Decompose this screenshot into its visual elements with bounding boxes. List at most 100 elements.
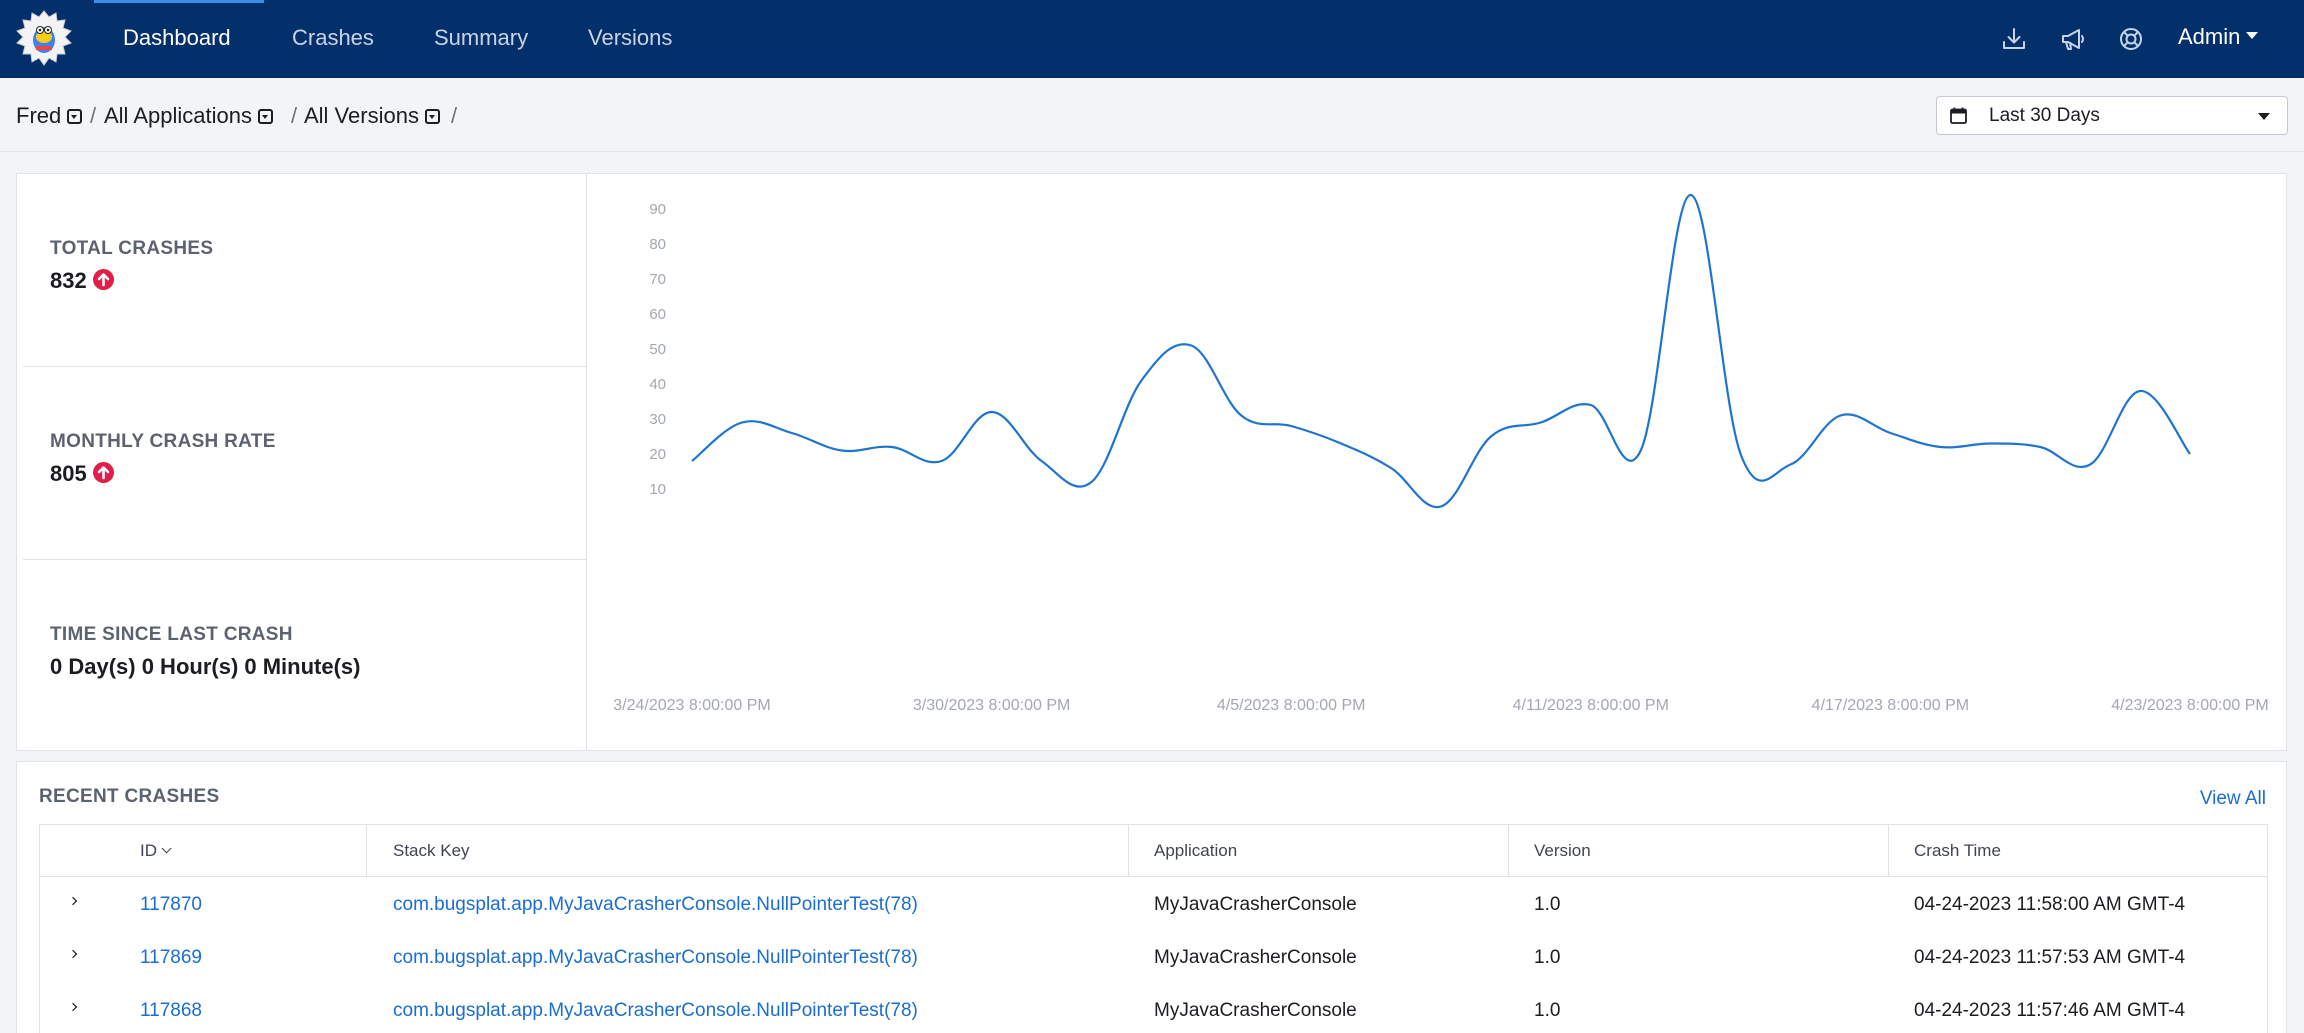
column-header-stack-key[interactable]: Stack Key [393, 841, 470, 860]
stack-key-link[interactable]: com.bugsplat.app.MyJavaCrasherConsole.Nu… [393, 894, 918, 915]
date-range-value: Last 30 Days [1989, 105, 2100, 126]
y-tick-label: 40 [649, 376, 666, 393]
trend-up-icon [92, 461, 114, 483]
calendar-icon [1950, 107, 1967, 124]
breadcrumb-separator: / [451, 103, 458, 128]
data-point[interactable] [1735, 448, 1747, 460]
y-tick-label: 80 [649, 236, 666, 253]
sort-descending-icon [161, 843, 172, 854]
data-point[interactable] [1135, 375, 1147, 387]
data-point[interactable] [986, 406, 998, 418]
data-point[interactable] [1984, 438, 1996, 450]
active-tab-indicator [94, 0, 264, 3]
application-cell: MyJavaCrasherConsole [1154, 947, 1357, 968]
dropdown-icon[interactable] [257, 109, 273, 124]
column-divider [1128, 825, 1129, 877]
data-point[interactable] [1834, 410, 1846, 422]
dropdown-icon[interactable] [67, 109, 83, 124]
data-point[interactable] [1235, 410, 1247, 422]
application-cell: MyJavaCrasherConsole [1154, 1000, 1357, 1021]
breadcrumb-database[interactable]: Fred [16, 103, 83, 129]
stat-value: 805 [50, 461, 114, 487]
breadcrumb-separator: / [291, 103, 298, 128]
column-header-crash-time[interactable]: Crash Time [1914, 841, 2001, 860]
stats-column: TOTAL CRASHES 832 MONTHLY CRASH RATE 805… [17, 174, 587, 750]
data-point[interactable] [1385, 462, 1397, 474]
data-point[interactable] [2184, 448, 2196, 460]
y-tick-label: 30 [649, 411, 666, 428]
x-tick-label: 4/11/2023 8:00:00 PM [1513, 697, 1669, 714]
breadcrumb-separator: / [90, 103, 97, 128]
date-range-select[interactable]: Last 30 Days [1936, 96, 2288, 135]
expand-row-icon[interactable] [68, 896, 78, 906]
data-point[interactable] [1335, 438, 1347, 450]
megaphone-icon[interactable] [2058, 24, 2088, 54]
y-tick-label: 90 [649, 201, 666, 218]
column-header-application[interactable]: Application [1154, 841, 1238, 860]
data-point[interactable] [1185, 340, 1197, 352]
stack-key-link[interactable]: com.bugsplat.app.MyJavaCrasherConsole.Nu… [393, 947, 918, 968]
stat-monthly-crash-rate: MONTHLY CRASH RATE 805 [23, 367, 587, 560]
data-point[interactable] [936, 455, 948, 467]
stat-time-since-last-crash: TIME SINCE LAST CRASH 0 Day(s) 0 Hour(s)… [23, 560, 587, 750]
nav-versions[interactable]: Versions [588, 25, 673, 50]
data-point[interactable] [736, 417, 748, 429]
x-tick-label: 4/5/2023 8:00:00 PM [1217, 697, 1366, 714]
nav-dashboard[interactable]: Dashboard [123, 25, 231, 50]
data-point[interactable] [1535, 417, 1547, 429]
crash-id-link[interactable]: 117868 [140, 1000, 202, 1021]
breadcrumb: Fred / All Applications / All Versions / [0, 79, 2304, 152]
data-point[interactable] [1785, 459, 1797, 471]
user-menu[interactable]: Admin [2178, 0, 2259, 78]
table-row[interactable]: 117869 com.bugsplat.app.MyJavaCrasherCon… [40, 931, 2267, 984]
data-point[interactable] [2084, 459, 2096, 471]
expand-row-icon[interactable] [68, 949, 78, 959]
stat-value: 0 Day(s) 0 Hour(s) 0 Minute(s) [50, 654, 361, 679]
bugsplat-logo[interactable] [14, 9, 74, 69]
y-tick-label: 10 [649, 481, 666, 498]
data-point[interactable] [1884, 427, 1896, 439]
view-all-link[interactable]: View All [2199, 788, 2266, 809]
y-tick-label: 70 [649, 271, 666, 288]
column-header-id[interactable]: ID [140, 825, 172, 877]
recent-crashes-title: RECENT CRASHES [39, 786, 220, 807]
dropdown-icon[interactable] [424, 109, 440, 124]
column-header-version[interactable]: Version [1534, 841, 1591, 860]
expand-row-icon[interactable] [68, 1002, 78, 1012]
nav-crashes[interactable]: Crashes [292, 25, 374, 50]
data-point[interactable] [1285, 420, 1297, 432]
recent-crashes-table: ID Stack Key Application Version Crash T… [39, 824, 2268, 1033]
table-row[interactable]: 117870 com.bugsplat.app.MyJavaCrasherCon… [40, 878, 2267, 931]
data-point[interactable] [1485, 431, 1497, 443]
crash-id-link[interactable]: 117869 [140, 947, 202, 968]
data-point[interactable] [836, 445, 848, 457]
data-point[interactable] [1435, 501, 1447, 513]
breadcrumb-applications[interactable]: All Applications [104, 103, 273, 129]
help-lifebuoy-icon[interactable] [2116, 24, 2146, 54]
trend-up-icon [92, 268, 114, 290]
data-point[interactable] [1934, 441, 1946, 453]
data-point[interactable] [1635, 445, 1647, 457]
data-point[interactable] [886, 441, 898, 453]
x-tick-label: 3/24/2023 8:00:00 PM [613, 697, 770, 714]
table-row[interactable]: 117868 com.bugsplat.app.MyJavaCrasherCon… [40, 984, 2267, 1033]
stat-number: 832 [50, 268, 87, 293]
download-icon[interactable] [1999, 24, 2029, 54]
data-point[interactable] [786, 427, 798, 439]
data-point[interactable] [1585, 399, 1597, 411]
crash-id-link[interactable]: 117870 [140, 894, 202, 915]
y-tick-label: 60 [649, 306, 666, 323]
version-cell: 1.0 [1534, 894, 1561, 915]
nav-summary[interactable]: Summary [434, 25, 529, 50]
data-point[interactable] [1036, 455, 1048, 467]
data-point[interactable] [2134, 385, 2146, 397]
data-point[interactable] [686, 455, 698, 467]
stat-label: TIME SINCE LAST CRASH [50, 624, 293, 645]
data-point[interactable] [1085, 476, 1097, 488]
crash-stats-card: TOTAL CRASHES 832 MONTHLY CRASH RATE 805… [16, 173, 2287, 751]
breadcrumb-versions[interactable]: All Versions [304, 103, 440, 129]
data-point[interactable] [2034, 441, 2046, 453]
data-point[interactable] [1685, 189, 1697, 201]
y-tick-label: 20 [649, 446, 666, 463]
stack-key-link[interactable]: com.bugsplat.app.MyJavaCrasherConsole.Nu… [393, 1000, 918, 1021]
